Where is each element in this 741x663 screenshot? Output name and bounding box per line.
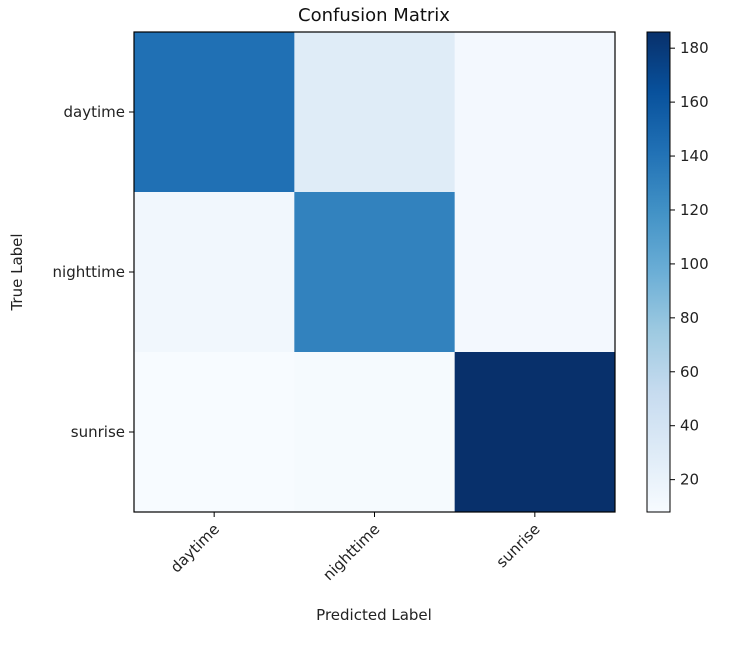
colorbar-tick-label: 160 xyxy=(680,93,709,111)
heatmap-cell xyxy=(294,32,456,193)
colorbar-tick-label: 40 xyxy=(680,417,699,435)
colorbar-tick-label: 120 xyxy=(680,201,709,219)
x-axis-ticks: daytime nighttime sunrise xyxy=(167,512,544,584)
y-tick-label: sunrise xyxy=(71,423,125,441)
colorbar-tick-label: 60 xyxy=(680,363,699,381)
heatmap-cell xyxy=(294,192,456,353)
colorbar-tick-label: 100 xyxy=(680,255,709,273)
chart-title: Confusion Matrix xyxy=(298,5,450,26)
colorbar-tick-label: 80 xyxy=(680,309,699,327)
heatmap-cell xyxy=(294,352,456,513)
colorbar-tick-label: 180 xyxy=(680,39,709,57)
colorbar xyxy=(646,31,671,513)
heatmap-cell xyxy=(454,352,616,513)
heatmap-cell xyxy=(454,32,616,193)
colorbar-ticks: 20 40 60 80 100 120 140 160 180 xyxy=(670,39,709,489)
x-tick-label: daytime xyxy=(167,520,223,576)
y-axis-ticks: daytime nighttime sunrise xyxy=(53,103,134,441)
x-tick-label: nighttime xyxy=(319,520,383,584)
y-axis-label: True Label xyxy=(8,233,26,311)
colorbar-tick-label: 20 xyxy=(680,471,699,489)
x-tick-label: sunrise xyxy=(493,520,544,571)
heatmap-cell xyxy=(134,352,295,513)
colorbar-tick-label: 140 xyxy=(680,147,709,165)
heatmap-cell xyxy=(454,192,616,353)
y-tick-label: nighttime xyxy=(53,263,125,281)
heatmap-cell xyxy=(134,32,295,193)
y-tick-label: daytime xyxy=(64,103,125,121)
heatmap-cells xyxy=(134,32,616,513)
x-axis-label: Predicted Label xyxy=(316,606,432,624)
heatmap-cell xyxy=(134,192,295,353)
